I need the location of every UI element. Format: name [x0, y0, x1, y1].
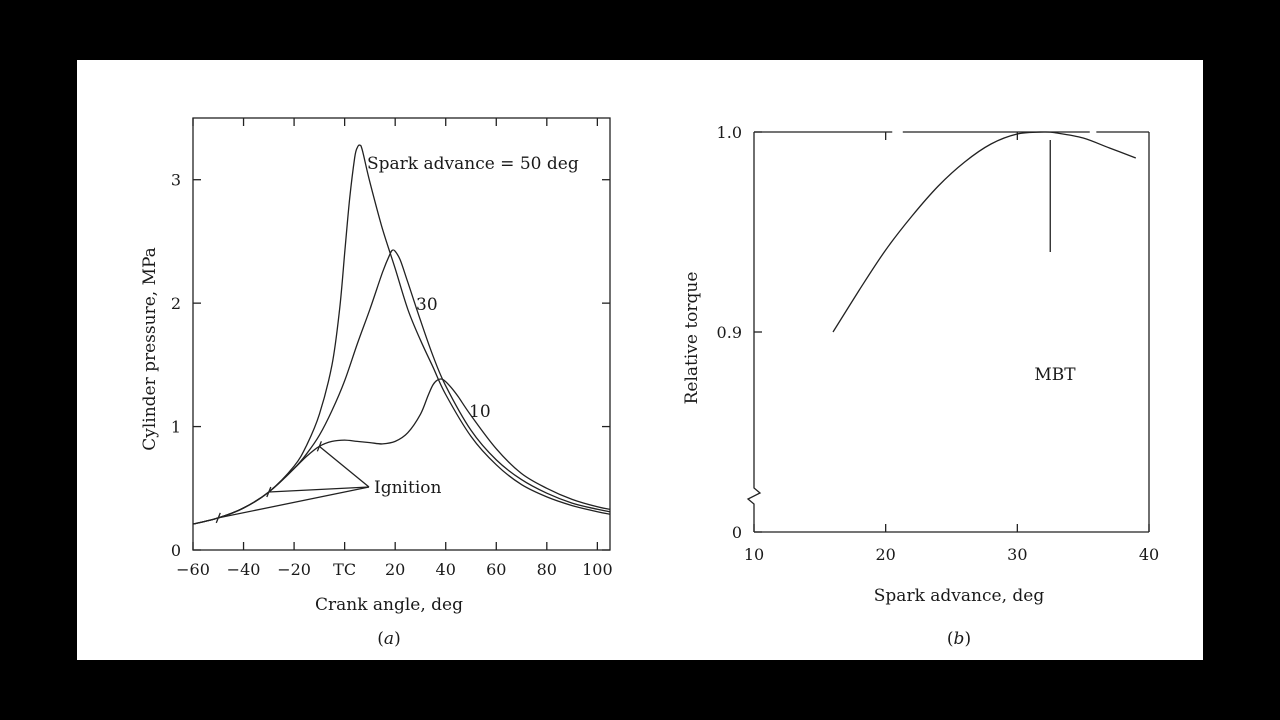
- panel-a-x-axis-label: Crank angle, deg: [315, 595, 463, 615]
- panel-a-y-tick-label: 1: [171, 418, 181, 437]
- panel-a-y-tick-label: 0: [171, 541, 181, 560]
- panel-b-y-axis-label: Relative torque: [682, 272, 702, 405]
- annotation-series-10: 10: [469, 402, 491, 422]
- panel-b-y-tick-label: 1.0: [717, 123, 742, 142]
- ignition-leader-line: [218, 486, 370, 519]
- panel-b-x-tick-label: 30: [1007, 545, 1027, 564]
- panel-b-y-axis-broken: [746, 132, 762, 532]
- annotation-mbt: MBT: [1034, 365, 1076, 385]
- panel-b-x-tick-label: 10: [744, 545, 764, 564]
- panel-b-x-tick-label: 20: [875, 545, 895, 564]
- panel-a-x-tick-label: −40: [227, 560, 261, 579]
- panel-b-series: [832, 131, 1137, 333]
- ignition-leader-line: [268, 486, 370, 493]
- panel-b-chart: 10 20 30 40 0 0.9 1.0 Spark advance, deg Relat…: [682, 123, 1159, 649]
- panel-a-x-tick-label: −60: [176, 560, 210, 579]
- panel-a-x-tick-label: 60: [486, 560, 506, 579]
- panel-b-caption: (b): [947, 629, 971, 649]
- annotation-spark-advance-50: Spark advance = 50 deg: [367, 154, 579, 174]
- panel-a-x-tick-label: 80: [537, 560, 557, 579]
- panel-a-caption: (a): [377, 629, 400, 649]
- panel-b-y-tick-label: 0: [732, 523, 742, 542]
- panel-b-x-tick-label: 40: [1139, 545, 1159, 564]
- panel-a-x-tick-label: 40: [436, 560, 456, 579]
- panel-a-y-tick-label: 2: [171, 294, 181, 313]
- panel-a-x-tick-label: 20: [385, 560, 405, 579]
- panel-b-axes: [746, 131, 1150, 533]
- panel-b-x-axis-label: Spark advance, deg: [874, 586, 1045, 606]
- panel-a-plot-frame: [192, 117, 611, 551]
- annotation-series-30: 30: [416, 295, 438, 315]
- panel-a-series: [192, 144, 611, 525]
- panel-a-ignition-marks: [215, 441, 370, 524]
- series-line-relative-torque: [832, 131, 1137, 333]
- panel-b-y-tick-label: 0.9: [717, 323, 742, 342]
- series-line-spark-advance-50: [192, 144, 611, 525]
- ignition-leader-line: [318, 445, 370, 488]
- panel-a-ticks: −60 −40 −20 TC 20 40 60 80 100 0 1 2 3: [171, 118, 613, 579]
- series-line-spark-advance-10: [192, 378, 611, 525]
- annotation-ignition: Ignition: [374, 478, 441, 498]
- panel-b-ticks: 10 20 30 40 0 0.9 1.0: [717, 123, 1160, 564]
- panel-a-y-tick-label: 3: [171, 171, 181, 190]
- panel-a-x-tick-label: TC: [333, 560, 356, 579]
- panel-a-x-tick-label: −20: [277, 560, 311, 579]
- panel-a-y-axis-label: Cylinder pressure, MPa: [140, 247, 160, 451]
- figure-page: −60 −40 −20 TC 20 40 60 80 100 0 1 2 3 Crank angle, …: [77, 60, 1203, 660]
- panel-a-x-tick-label: 100: [582, 560, 613, 579]
- panel-a-chart: −60 −40 −20 TC 20 40 60 80 100 0 1 2 3 Crank angle, …: [140, 117, 613, 649]
- panel-a-axes: [192, 117, 611, 551]
